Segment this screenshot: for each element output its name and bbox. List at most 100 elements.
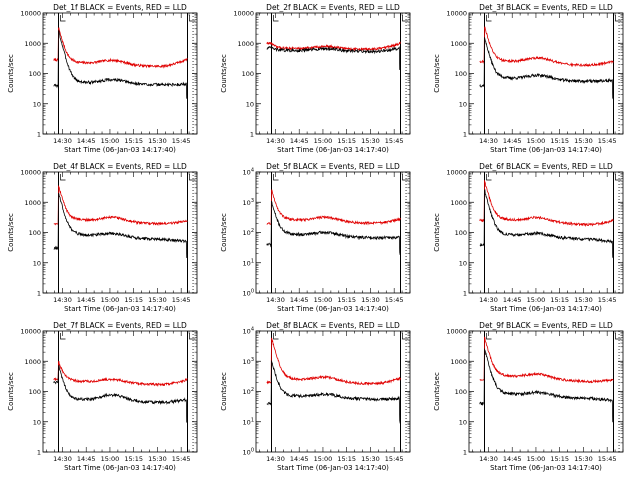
- x-tick-label: 15:30: [574, 296, 593, 304]
- y-tick-label: 10: [459, 259, 467, 267]
- range-bracket-end: [615, 333, 622, 340]
- y-tick-label: 10000: [20, 10, 41, 18]
- panel-det-2f: Det_2f BLACK = Events, RED = LLD 10000 100…: [220, 3, 411, 154]
- range-bracket-start: [273, 333, 279, 340]
- y-tick-label: 100: [242, 70, 254, 78]
- panel-det-4f: Det_4f BLACK = Events, RED = LLD 10000 100…: [7, 162, 198, 313]
- x-tick-label: 14:30: [266, 296, 285, 304]
- x-axis-label: Start Time (06-Jan-03 14:17:40): [64, 464, 176, 472]
- x-tick-label: 15:30: [574, 455, 593, 463]
- x-tick-label: 14:45: [290, 137, 309, 145]
- x-tick-label: 15:45: [172, 296, 191, 304]
- x-tick-label: 15:00: [101, 137, 120, 145]
- x-tick-label: 15:15: [337, 455, 356, 463]
- y-axis-label: Counts/sec: [220, 213, 228, 252]
- panel-title: Det_4f BLACK = Events, RED = LLD: [53, 162, 187, 171]
- panel-det-6f: Det_6f BLACK = Events, RED = LLD 10000 100…: [433, 162, 624, 313]
- lld-series-line: [53, 184, 188, 227]
- panel-title: Det_9f BLACK = Events, RED = LLD: [479, 321, 613, 330]
- y-tick-label: 101: [243, 258, 254, 267]
- plot-frame: [468, 330, 624, 453]
- x-axis-label: Start Time (06-Jan-03 14:17:40): [64, 146, 176, 154]
- y-tick-label: 100: [29, 70, 41, 78]
- x-tick-label: 15:00: [314, 137, 333, 145]
- panel-det-8f: Det_8f BLACK = Events, RED = LLD 104 103 10…: [220, 321, 411, 472]
- plot-frame: [42, 171, 198, 294]
- range-bracket-start: [273, 15, 279, 22]
- lld-series-line: [266, 41, 401, 52]
- x-axis-label: Start Time (06-Jan-03 14:17:40): [277, 464, 389, 472]
- events-series-line: [53, 192, 188, 259]
- y-tick-label: 102: [243, 387, 254, 396]
- lld-series-line: [266, 337, 401, 386]
- y-tick-label: 1: [463, 290, 467, 298]
- x-tick-label: 15:15: [337, 137, 356, 145]
- x-axis-label: Start Time (06-Jan-03 14:17:40): [277, 146, 389, 154]
- x-tick-label: 14:30: [53, 455, 72, 463]
- y-tick-label: 101: [243, 417, 254, 426]
- panel-title: Det_3f BLACK = Events, RED = LLD: [479, 3, 613, 12]
- x-tick-label: 15:45: [385, 455, 404, 463]
- y-tick-label: 10: [33, 100, 41, 108]
- x-tick-label: 15:30: [148, 455, 167, 463]
- range-bracket-start: [486, 174, 492, 181]
- y-tick-label: 100: [243, 289, 254, 298]
- range-bracket-end: [615, 15, 622, 22]
- x-axis-label: Start Time (06-Jan-03 14:17:40): [490, 146, 602, 154]
- y-tick-label: 104: [243, 327, 254, 336]
- y-tick-label: 10: [33, 259, 41, 267]
- range-bracket-start: [60, 174, 66, 181]
- y-tick-label: 102: [243, 228, 254, 237]
- x-tick-label: 14:45: [290, 455, 309, 463]
- x-tick-label: 15:45: [385, 137, 404, 145]
- y-axis-label: Counts/sec: [7, 372, 15, 411]
- range-bracket-start: [60, 15, 66, 22]
- plot-frame: [42, 330, 198, 453]
- x-tick-label: 14:30: [266, 455, 285, 463]
- panel-title: Det_7f BLACK = Events, RED = LLD: [53, 321, 187, 330]
- x-tick-label: 15:00: [527, 137, 546, 145]
- lld-series-line: [53, 360, 188, 387]
- y-tick-label: 100: [243, 448, 254, 457]
- y-tick-label: 1000: [237, 40, 254, 48]
- y-tick-label: 100: [29, 229, 41, 237]
- x-axis-label: Start Time (06-Jan-03 14:17:40): [490, 464, 602, 472]
- y-axis-label: Counts/sec: [220, 54, 228, 93]
- x-tick-label: 14:45: [503, 455, 522, 463]
- range-bracket-end: [615, 174, 622, 181]
- x-tick-label: 15:00: [101, 296, 120, 304]
- events-series-line: [479, 189, 614, 259]
- plot-frame: [255, 12, 411, 135]
- y-axis-label: Counts/sec: [220, 372, 228, 411]
- x-tick-label: 14:30: [479, 455, 498, 463]
- range-bracket-end: [402, 174, 409, 181]
- x-tick-label: 14:30: [479, 296, 498, 304]
- x-tick-label: 14:30: [53, 137, 72, 145]
- x-tick-label: 14:45: [503, 137, 522, 145]
- events-series-line: [479, 37, 614, 100]
- x-tick-label: 15:30: [361, 137, 380, 145]
- range-bracket-end: [189, 15, 196, 22]
- x-tick-label: 15:45: [598, 137, 617, 145]
- y-tick-label: 1: [37, 290, 41, 298]
- x-tick-label: 15:45: [172, 137, 191, 145]
- y-tick-label: 100: [29, 388, 41, 396]
- panel-title: Det_2f BLACK = Events, RED = LLD: [266, 3, 400, 12]
- lld-series-line: [266, 189, 401, 226]
- range-bracket-end: [189, 174, 196, 181]
- y-tick-label: 1: [463, 131, 467, 139]
- y-tick-label: 1000: [450, 199, 467, 207]
- y-axis-label: Counts/sec: [7, 213, 15, 252]
- x-tick-label: 15:00: [314, 455, 333, 463]
- x-tick-label: 15:45: [385, 296, 404, 304]
- y-tick-label: 1: [463, 449, 467, 457]
- x-tick-label: 15:45: [172, 455, 191, 463]
- plot-frame: [468, 12, 624, 135]
- x-tick-label: 14:45: [503, 296, 522, 304]
- x-tick-label: 15:00: [314, 296, 333, 304]
- y-axis-label: Counts/sec: [433, 372, 441, 411]
- range-bracket-start: [60, 333, 66, 340]
- panel-title: Det_6f BLACK = Events, RED = LLD: [479, 162, 613, 171]
- x-tick-label: 14:45: [77, 137, 96, 145]
